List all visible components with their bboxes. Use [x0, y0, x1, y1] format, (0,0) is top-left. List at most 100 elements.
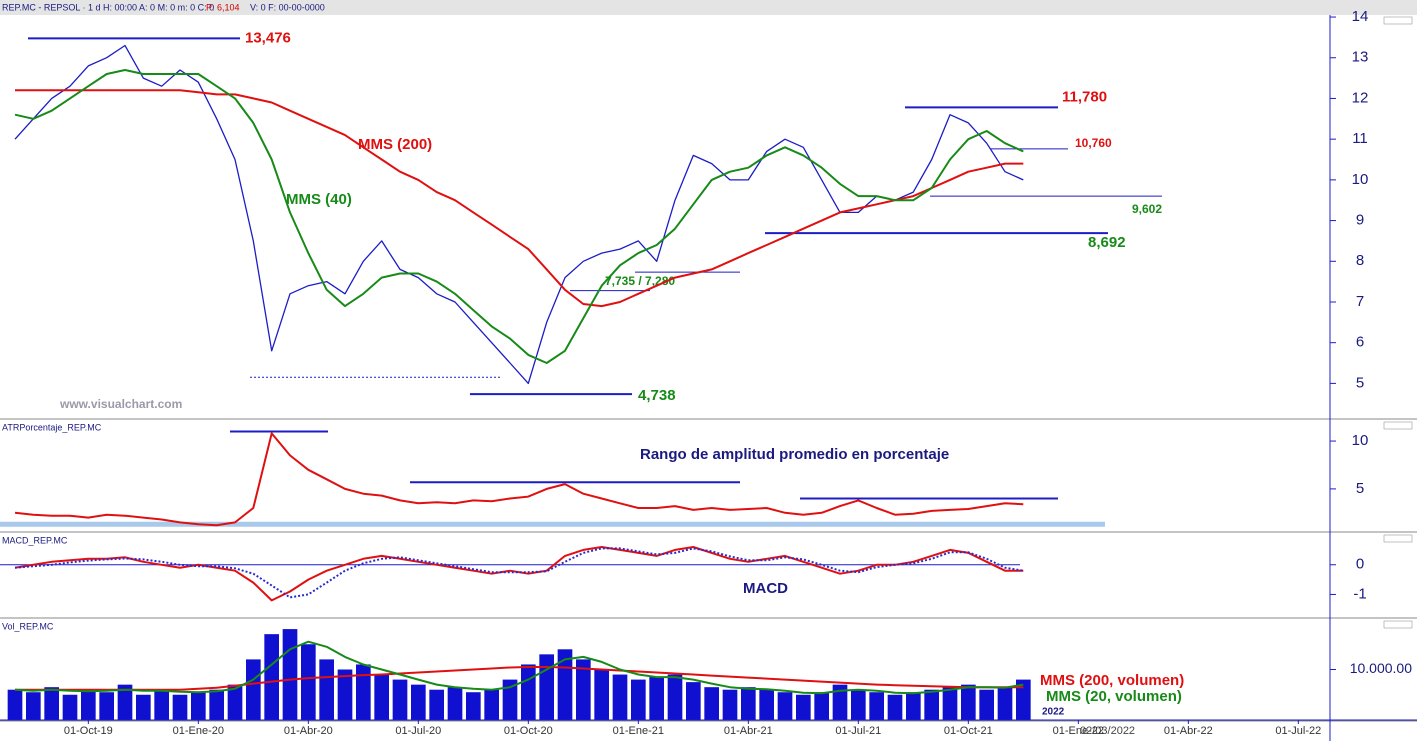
bar [1016, 679, 1031, 720]
bar [832, 684, 848, 720]
bar [301, 644, 316, 720]
bar [502, 679, 518, 720]
bar [44, 687, 59, 720]
window-buttons [1383, 421, 1413, 430]
series-label: MMS (200, volumen) [1040, 672, 1184, 689]
bar [649, 677, 664, 720]
window-buttons [1383, 16, 1413, 25]
bar [429, 689, 444, 720]
bar [851, 689, 866, 720]
series-label: MMS (20, volumen) [1046, 688, 1182, 705]
level-label: 10,760 [1075, 136, 1112, 150]
y-tick-label: 10 [1352, 432, 1369, 449]
y-tick-label: 8 [1356, 252, 1364, 269]
level-label: 11,780 [1062, 88, 1107, 105]
y-tick-label: 12 [1352, 89, 1369, 106]
bar [191, 692, 206, 720]
bar [777, 692, 793, 720]
bar [136, 694, 151, 720]
bar [264, 634, 279, 720]
bar [924, 689, 939, 720]
x-tick-label: 01-Ene-21 [613, 725, 664, 737]
series-label: MMS (40) [286, 191, 352, 208]
bar [484, 689, 499, 720]
bar [997, 687, 1013, 720]
bar [81, 689, 96, 720]
bar [942, 687, 958, 720]
x-tick-label: 01-Oct-20 [504, 725, 553, 737]
x-tick-label: 01-Jul-22 [1275, 725, 1321, 737]
bar [979, 689, 994, 720]
x-tick-label: 01-Oct-19 [64, 725, 113, 737]
y-tick-label: 6 [1356, 334, 1364, 351]
y-tick-label: 10 [1352, 171, 1369, 188]
bar [741, 687, 756, 720]
x-annotation: 2022 [1042, 707, 1065, 718]
x-tick-label: 01-Jul-20 [395, 725, 441, 737]
header-price: P: 6,104 [206, 2, 240, 12]
bar [411, 684, 426, 720]
line-series [15, 666, 1024, 691]
y-tick-label: -1 [1353, 585, 1366, 602]
bar [667, 674, 683, 720]
bar [392, 679, 408, 720]
y-tick-label: 14 [1352, 8, 1369, 25]
bar [631, 679, 646, 720]
bar [62, 694, 78, 720]
bar [796, 694, 811, 720]
bar [26, 692, 41, 720]
bar [209, 689, 224, 720]
y-tick-label: 7 [1356, 293, 1364, 310]
line-series [14, 432, 1024, 527]
bar [466, 692, 481, 720]
y-tick-label: 9 [1356, 212, 1364, 229]
bar [337, 669, 353, 720]
bar [704, 687, 719, 720]
bar [117, 684, 133, 720]
bar [374, 674, 389, 720]
bar [814, 692, 829, 720]
bar [172, 694, 188, 720]
level-label: 4,738 [638, 387, 676, 404]
x-tick-label: 01-Abr-22 [1164, 725, 1213, 737]
annotation: Rango de amplitud promedio en porcentaje [640, 446, 949, 463]
bar [594, 669, 609, 720]
bar [759, 689, 774, 720]
window-buttons [1383, 620, 1413, 629]
watermark: www.visualchart.com [59, 397, 182, 411]
level-label: 13,476 [245, 29, 291, 46]
bar [906, 692, 921, 720]
y-tick-label: 5 [1356, 374, 1364, 391]
x-annotation: 02/03/2022 [1080, 725, 1135, 737]
panel-title: Vol_REP.MC [2, 621, 54, 631]
annotation: MACD [743, 580, 788, 597]
bar [227, 684, 243, 720]
header-rest: V: 0 F: 00-00-0000 [250, 2, 325, 12]
bar [612, 674, 628, 720]
bar [356, 664, 371, 720]
bar [7, 689, 23, 720]
level-label: 8,692 [1088, 234, 1126, 251]
bar [576, 659, 591, 720]
bar [447, 687, 463, 720]
y-tick-label: 11 [1352, 130, 1368, 147]
bar [539, 654, 554, 720]
header-bar [0, 0, 1417, 15]
y-tick-label: 13 [1352, 49, 1369, 66]
line-series [14, 640, 1024, 695]
y-tick-label: 5 [1356, 480, 1364, 497]
window-buttons [1383, 534, 1413, 543]
bar [154, 689, 169, 720]
bar [246, 659, 261, 720]
panel-title: ATRPorcentaje_REP.MC [2, 422, 102, 432]
y-tick-label: 10.000.00 [1350, 660, 1412, 676]
x-tick-label: 01-Jul-21 [835, 725, 881, 737]
level-label: 9,602 [1132, 202, 1162, 216]
y-tick-label: 0 [1356, 556, 1364, 573]
line-series [15, 89, 1024, 308]
x-tick-label: 01-Ene-22 [1053, 725, 1104, 737]
bar [722, 689, 738, 720]
series-label: MMS (200) [358, 136, 432, 153]
x-tick-label: 01-Abr-20 [284, 725, 333, 737]
